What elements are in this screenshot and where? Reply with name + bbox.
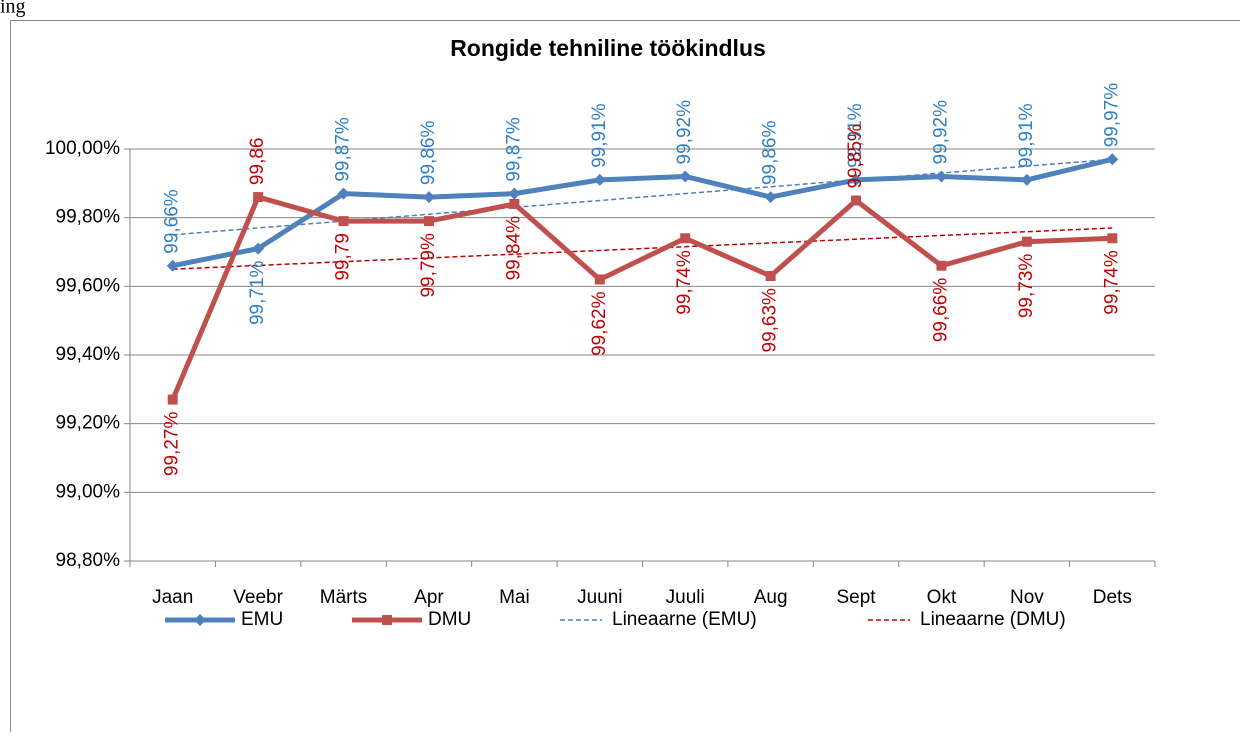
marker bbox=[1022, 237, 1032, 247]
marker bbox=[935, 170, 947, 182]
x-tick-label: Dets bbox=[1093, 587, 1132, 608]
marker bbox=[339, 216, 349, 226]
x-tick-label: Apr bbox=[414, 587, 444, 608]
legend-marker bbox=[382, 615, 392, 625]
data-label: 99,74% bbox=[674, 250, 695, 315]
x-tick-label: Sept bbox=[836, 587, 876, 608]
data-label: 99,27% bbox=[162, 412, 183, 477]
y-tick-label: 100,00% bbox=[45, 138, 120, 159]
marker bbox=[423, 191, 435, 203]
data-label: 99,79 bbox=[333, 233, 354, 281]
data-label: 99,86 bbox=[247, 138, 268, 186]
y-tick-label: 99,60% bbox=[56, 275, 121, 296]
y-tick-label: 99,80% bbox=[56, 207, 121, 228]
marker bbox=[1021, 174, 1033, 186]
data-label: 99,87% bbox=[333, 117, 354, 182]
data-label: 99,79% bbox=[418, 233, 439, 298]
marker bbox=[1107, 233, 1117, 243]
data-label: 99,66% bbox=[930, 278, 951, 343]
marker bbox=[168, 395, 178, 405]
data-label: 99,73% bbox=[1016, 254, 1037, 319]
x-tick-label: Märts bbox=[320, 587, 368, 608]
y-tick-label: 98,80% bbox=[56, 550, 121, 571]
data-label: 99,86% bbox=[418, 121, 439, 186]
marker bbox=[679, 170, 691, 182]
marker bbox=[936, 261, 946, 271]
marker bbox=[680, 233, 690, 243]
data-label: 99,92% bbox=[674, 100, 695, 165]
x-tick-label: Juuni bbox=[577, 587, 622, 608]
trendline bbox=[173, 159, 1113, 235]
caption: ing bbox=[0, 0, 26, 18]
legend-label: Lineaarne (EMU) bbox=[612, 609, 757, 630]
data-label: 99,85% bbox=[845, 124, 866, 189]
marker bbox=[595, 274, 605, 284]
x-tick-label: Juuli bbox=[666, 587, 705, 608]
data-label: 99,91% bbox=[1016, 103, 1037, 168]
marker bbox=[424, 216, 434, 226]
x-tick-label: Veebr bbox=[233, 587, 283, 608]
marker bbox=[508, 188, 520, 200]
legend-marker bbox=[194, 614, 206, 626]
data-label: 99,74% bbox=[1101, 250, 1122, 315]
data-label: 99,87% bbox=[503, 117, 524, 182]
y-tick-label: 99,40% bbox=[56, 344, 121, 365]
x-tick-label: Jaan bbox=[152, 587, 193, 608]
marker bbox=[851, 196, 861, 206]
legend-label: EMU bbox=[241, 609, 283, 630]
data-label: 99,66% bbox=[162, 189, 183, 254]
legend-label: Lineaarne (DMU) bbox=[920, 609, 1066, 630]
marker bbox=[766, 271, 776, 281]
legend-label: DMU bbox=[428, 609, 471, 630]
y-tick-label: 99,00% bbox=[56, 481, 121, 502]
data-label: 99,92% bbox=[930, 100, 951, 165]
trendline bbox=[173, 228, 1113, 269]
data-label: 99,71% bbox=[247, 260, 268, 325]
data-label: 99,97% bbox=[1101, 83, 1122, 148]
x-tick-label: Mai bbox=[499, 587, 530, 608]
data-label: 99,62% bbox=[589, 291, 610, 356]
marker bbox=[765, 191, 777, 203]
marker bbox=[253, 192, 263, 202]
data-label: 99,63% bbox=[760, 288, 781, 353]
data-label: 99,86% bbox=[760, 121, 781, 186]
marker bbox=[594, 174, 606, 186]
marker bbox=[167, 260, 179, 272]
data-label: 99,84% bbox=[503, 216, 524, 281]
chart-title: Rongide tehniline töökindlus bbox=[450, 35, 766, 61]
marker bbox=[1106, 153, 1118, 165]
series-line bbox=[173, 197, 1113, 400]
x-tick-label: Okt bbox=[927, 587, 957, 608]
data-label: 99,91% bbox=[589, 103, 610, 168]
x-tick-label: Nov bbox=[1010, 587, 1044, 608]
x-tick-label: Aug bbox=[754, 587, 788, 608]
y-tick-label: 99,20% bbox=[56, 413, 121, 434]
marker bbox=[509, 199, 519, 209]
